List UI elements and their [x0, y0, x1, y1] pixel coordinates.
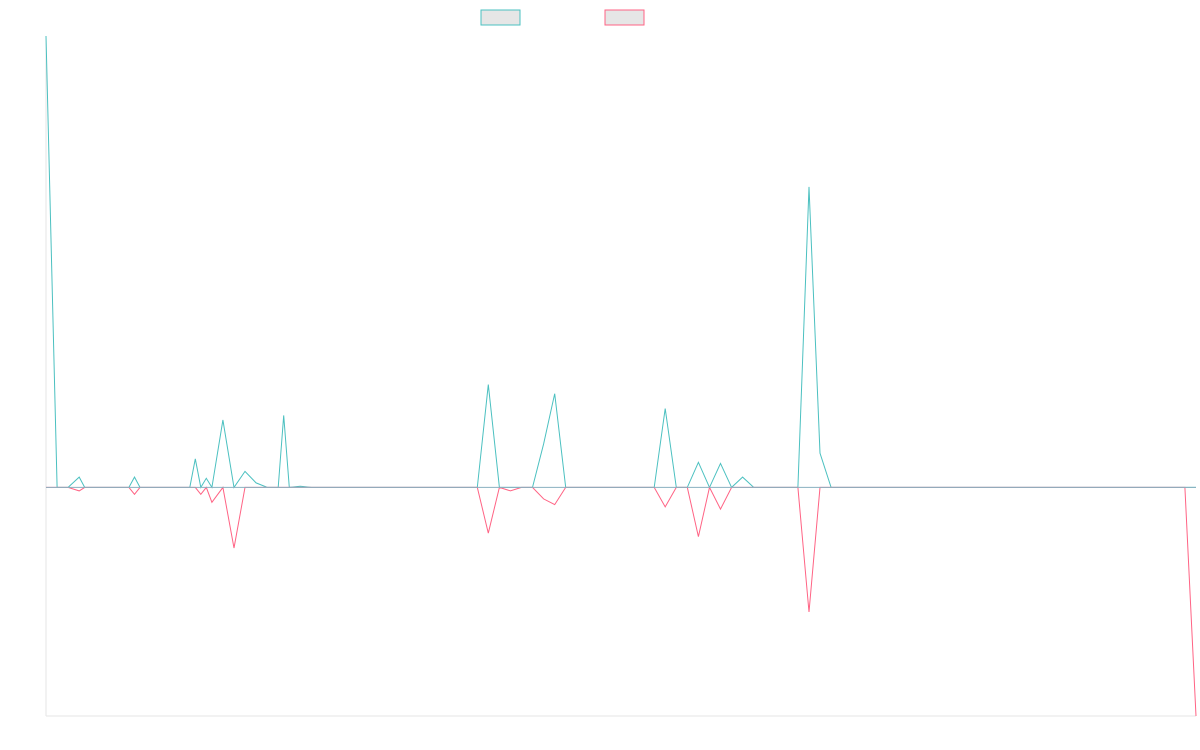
series-0-line[interactable]	[45, 35, 1196, 489]
legend-swatch-0[interactable]	[480, 9, 521, 26]
series-1-area	[46, 487, 1196, 716]
legend-swatch-1[interactable]	[604, 9, 645, 26]
series-1-line[interactable]	[46, 485, 1197, 717]
axes	[45, 36, 1196, 717]
plot-area	[45, 35, 1197, 717]
series-0-area	[46, 36, 1196, 487]
legend	[480, 9, 645, 26]
